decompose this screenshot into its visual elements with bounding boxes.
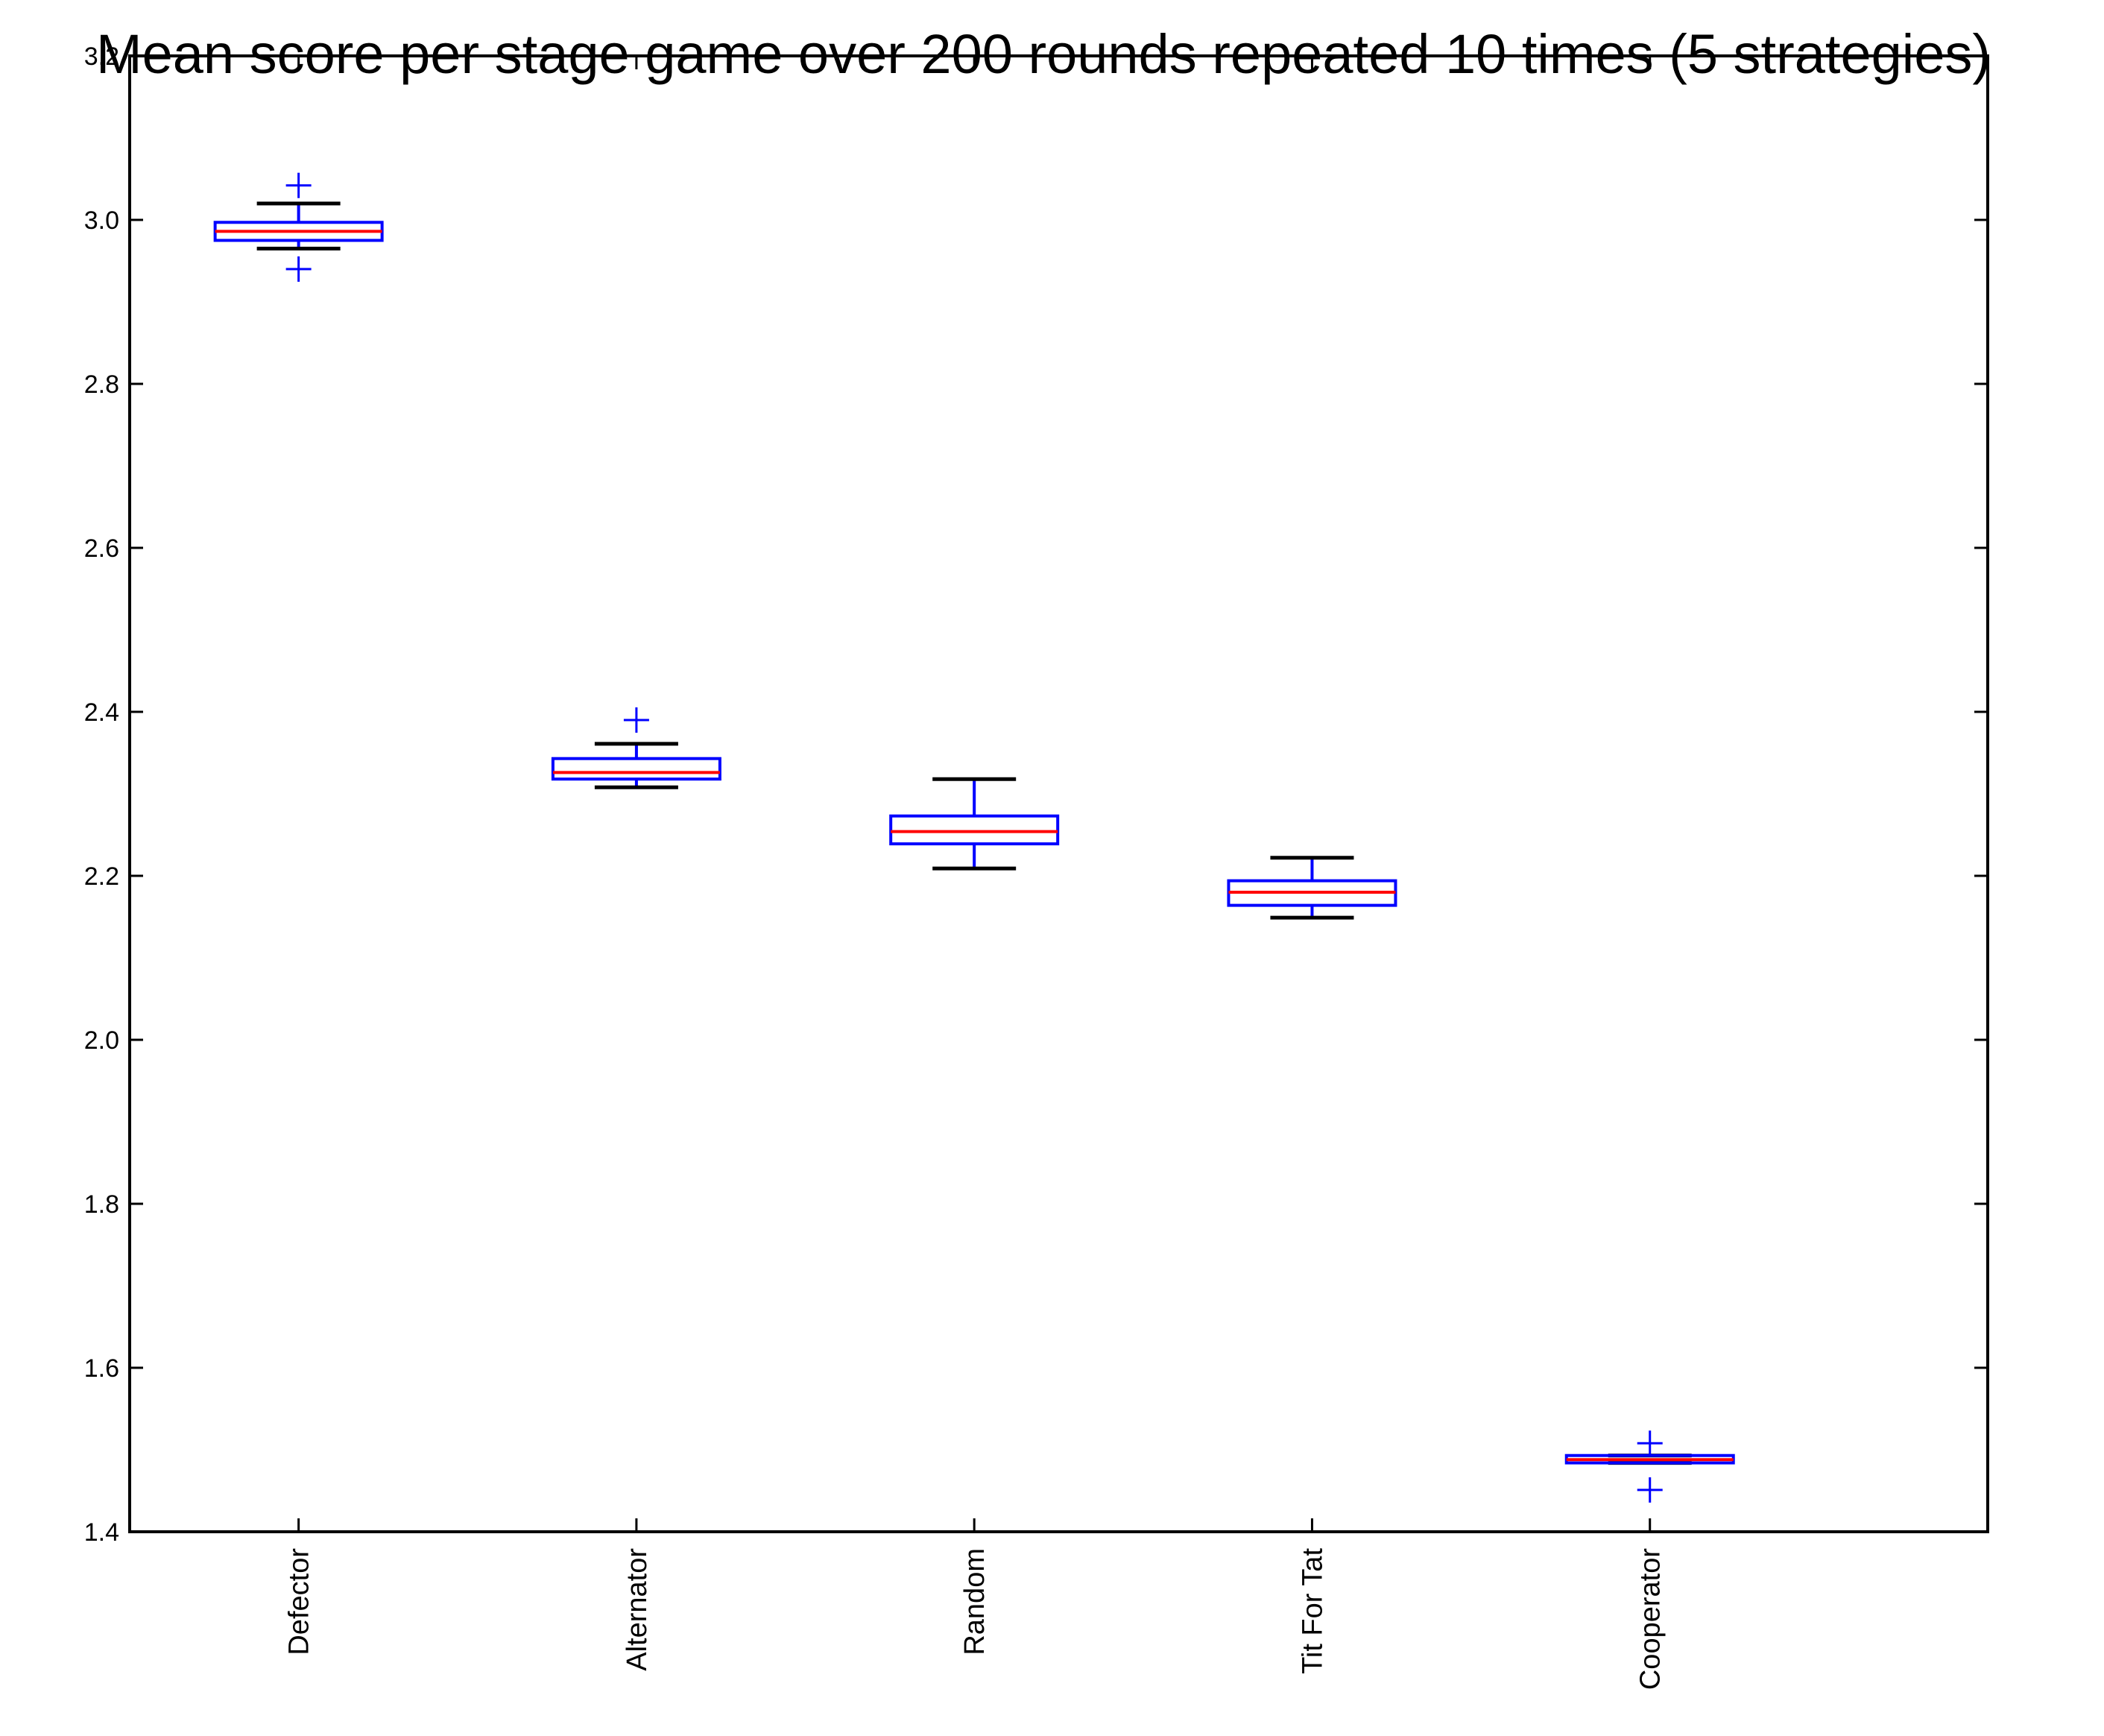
box-group: [551, 707, 721, 789]
y-tick-label: 2.0: [84, 1026, 119, 1055]
flier-point: [623, 707, 649, 733]
category-label: Cooperator: [1635, 1548, 1667, 1690]
y-tick-label: 3.2: [84, 42, 119, 71]
y-tick-label: 3.0: [84, 206, 119, 235]
chart-title: Mean score per stage game over 200 round…: [96, 23, 1991, 85]
box-group: [1227, 856, 1397, 920]
y-tick-label: 2.4: [84, 698, 119, 727]
box-group: [889, 777, 1060, 871]
box-iqr: [551, 757, 721, 781]
y-axis: 1.4 1.6 1.8 2.0 2.2 2.4 2.6 2.8 3.0 3.2: [84, 42, 1988, 1547]
flier-point: [285, 256, 312, 282]
category-label: Tit For Tat: [1297, 1548, 1328, 1674]
flier-point: [285, 172, 312, 198]
flier-point: [1637, 1430, 1663, 1456]
box-group: [1564, 1430, 1735, 1503]
x-axis: Defector Alternator Random Tit For Tat Coope…: [284, 56, 1667, 1690]
y-tick-label: 2.6: [84, 534, 119, 563]
y-tick-label: 1.8: [84, 1190, 119, 1219]
category-label: Defector: [284, 1548, 315, 1655]
box-group: [213, 172, 384, 282]
y-tick-label: 2.2: [84, 862, 119, 891]
y-tick-label: 1.4: [84, 1518, 119, 1547]
y-tick-label: 1.6: [84, 1354, 119, 1383]
category-label: Alternator: [622, 1548, 653, 1671]
box-iqr: [889, 814, 1060, 846]
plot-frame: [128, 54, 1989, 1533]
y-tick-label: 2.8: [84, 370, 119, 399]
flier-point: [1637, 1477, 1663, 1503]
boxes: [213, 172, 1735, 1503]
category-label: Random: [959, 1548, 991, 1655]
